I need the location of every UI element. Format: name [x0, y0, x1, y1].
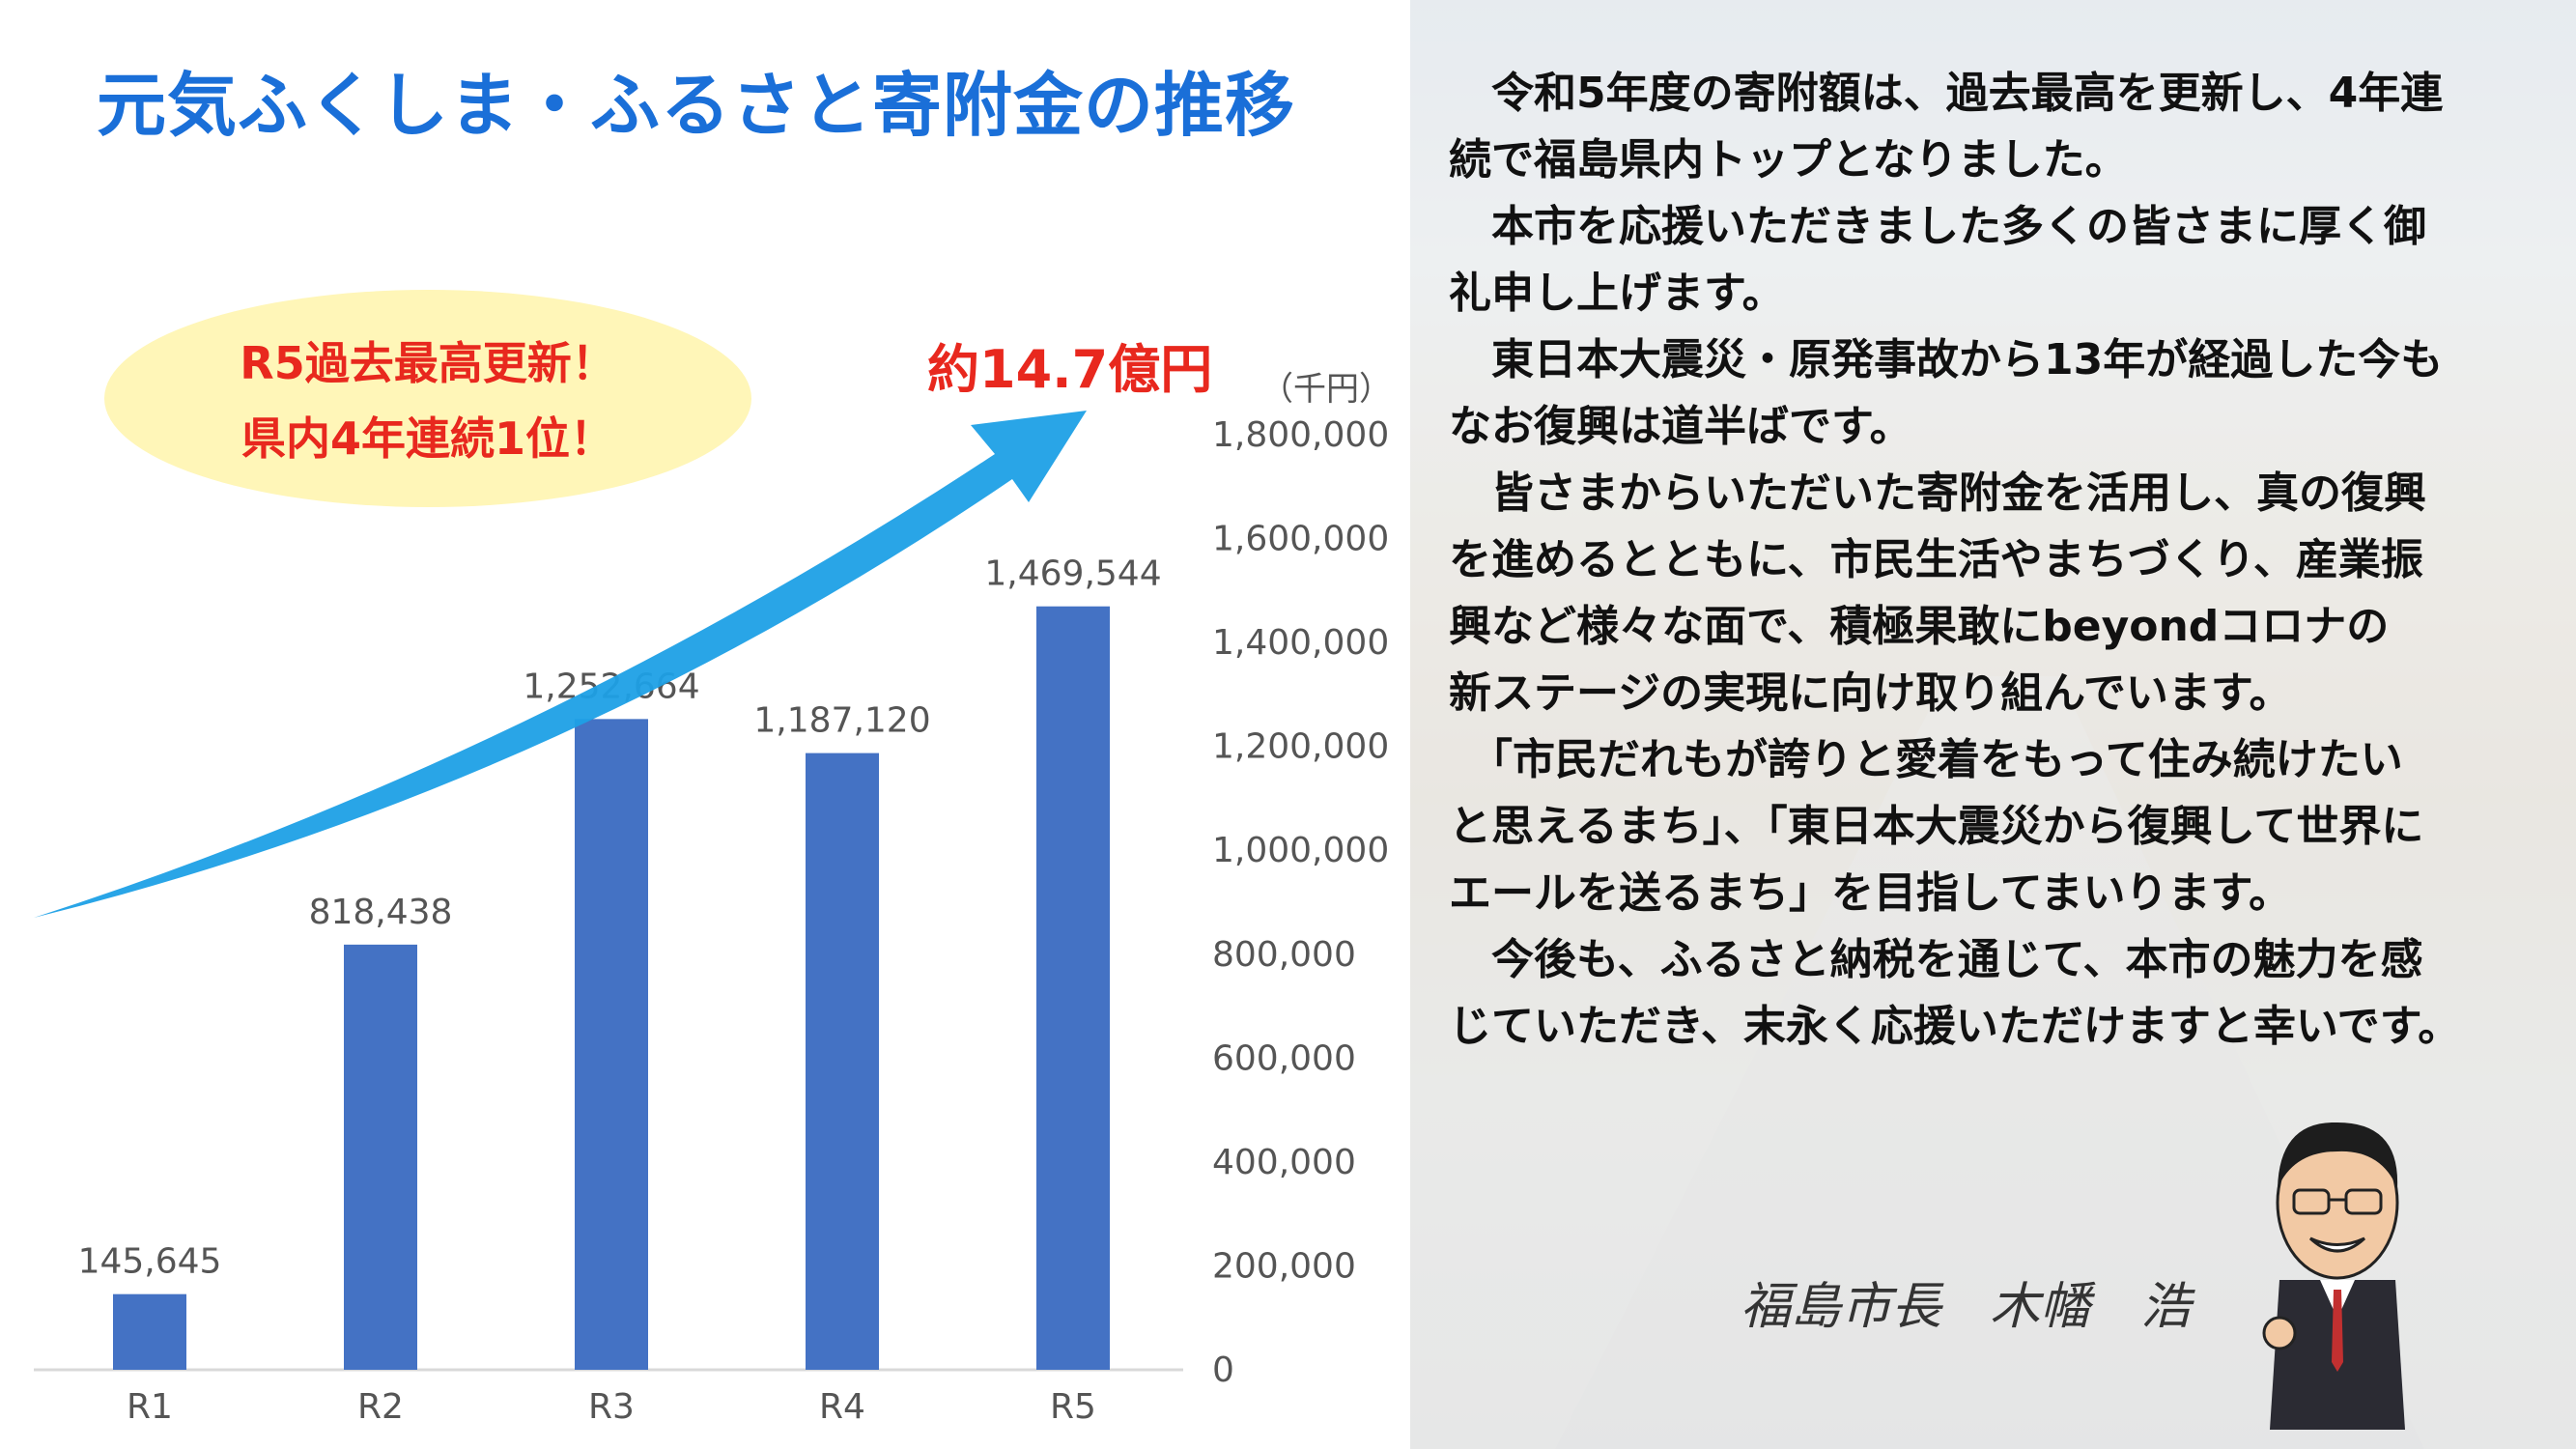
bar	[344, 944, 417, 1370]
y-tick-label: 0	[1212, 1350, 1234, 1390]
x-tick-label: R1	[127, 1387, 173, 1427]
message-line: 令和5年度の寄附額は、過去最高を更新し、4年連	[1449, 69, 2444, 118]
message-line: 続で福島県内トップとなりました。	[1449, 135, 2128, 185]
x-tick-label: R5	[1050, 1387, 1096, 1427]
y-tick-label: 600,000	[1212, 1038, 1356, 1078]
message-line: 今後も、ふるさと納税を通じて、本市の魅力を感	[1449, 935, 2423, 984]
page-title: 元気ふくしま・ふるさと寄附金の推移	[97, 65, 1296, 146]
message-line: 「市民だれもが誇りと愛着をもって住み続けたい	[1449, 735, 2403, 784]
callout-bubble	[104, 290, 751, 507]
signature-name: 木幡 浩	[1990, 1278, 2192, 1336]
y-tick-label: 1,600,000	[1212, 520, 1389, 559]
data-label: 1,187,120	[753, 701, 930, 741]
data-label: 145,645	[78, 1242, 222, 1282]
x-tick-label: R4	[819, 1387, 865, 1427]
message-line: を進めるとともに、市民生活やまちづくり、産業振	[1449, 535, 2423, 584]
x-tick-label: R2	[357, 1387, 404, 1427]
message-line: 礼申し上げます。	[1449, 269, 1785, 318]
mayor-caricature	[2262, 1122, 2405, 1430]
message-line: エールを送るまち」を目指してまいります。	[1449, 868, 2292, 918]
bar-chart: 0 200,000 400,000 600,000 800,000 1,000,000 1,…	[34, 411, 1389, 1427]
y-tick-label: 400,000	[1212, 1143, 1356, 1182]
y-tick-label: 1,800,000	[1212, 415, 1389, 455]
bar	[575, 719, 648, 1370]
signature-role: 福島市長	[1741, 1278, 1942, 1336]
message-line: 興など様々な面で、積極果敢にbeyondコロナの	[1449, 602, 2390, 651]
bar	[113, 1293, 186, 1370]
bar	[806, 753, 879, 1370]
bar	[1036, 606, 1110, 1370]
y-tick-label: 800,000	[1212, 935, 1356, 975]
total-amount-headline: 約14.7億円	[927, 339, 1213, 400]
message-line: と思えるまち」、「東日本大震災から復興して世界に	[1449, 802, 2424, 851]
data-label: 818,438	[309, 893, 453, 932]
y-tick-label: 1,400,000	[1212, 623, 1389, 663]
y-tick-label: 1,000,000	[1212, 831, 1389, 870]
y-axis-unit: （千円）	[1260, 370, 1392, 409]
chart-panel: 元気ふくしま・ふるさと寄附金の推移 R5過去最高更新！ 県内4年連続1位！ 約1…	[34, 65, 1392, 1427]
callout-line-2: 県内4年連続1位！	[241, 412, 614, 465]
data-label: 1,469,544	[984, 554, 1161, 594]
x-tick-label: R3	[588, 1387, 635, 1427]
growth-arrow	[34, 411, 1087, 918]
message-line: 新ステージの実現に向け取り組んでいます。	[1449, 668, 2292, 718]
callout-line-1: R5過去最高更新！	[240, 337, 616, 389]
y-tick-label: 200,000	[1212, 1246, 1356, 1286]
message-line: 皆さまからいただいた寄附金を活用し、真の復興	[1449, 469, 2426, 518]
message-line: じていただき、末永く応援いただけますと幸いです。	[1449, 1002, 2461, 1051]
message-line: 本市を応援いただきました多くの皆さまに厚く御	[1449, 202, 2426, 251]
message-line: 東日本大震災・原発事故から13年が経過した今も	[1449, 335, 2444, 384]
y-tick-label: 1,200,000	[1212, 727, 1389, 767]
message-line: なお復興は道半ばです。	[1449, 402, 1912, 451]
